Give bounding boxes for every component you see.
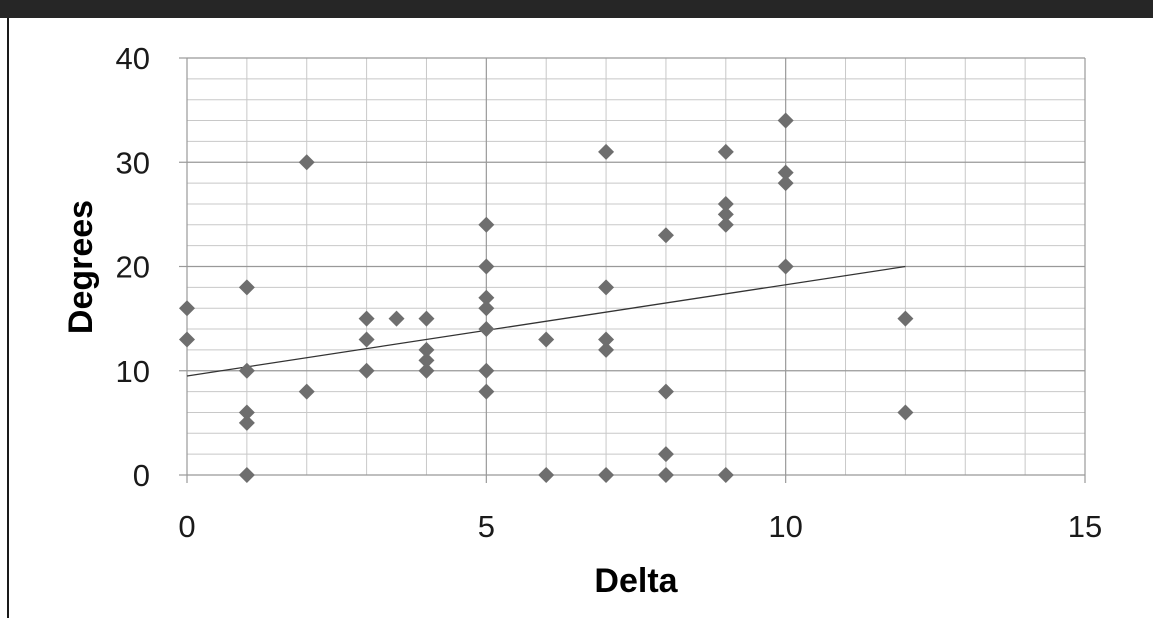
- data-point: [478, 321, 495, 338]
- y-tick-label: 20: [116, 250, 150, 285]
- y-tick-label: 10: [116, 354, 150, 389]
- y-tick-label: 0: [133, 458, 150, 493]
- x-tick-label: 0: [178, 509, 195, 544]
- data-point: [777, 175, 794, 192]
- data-point: [777, 164, 794, 181]
- x-tick-labels: 0 5 10 15: [178, 509, 1102, 544]
- data-point: [238, 279, 255, 296]
- data-point: [388, 310, 405, 327]
- data-point: [897, 404, 914, 421]
- data-point: [717, 206, 734, 223]
- data-point: [238, 467, 255, 483]
- data-point: [418, 341, 435, 358]
- data-point: [238, 362, 255, 379]
- data-point: [598, 341, 615, 358]
- data-point: [298, 154, 315, 171]
- data-point: [478, 362, 495, 379]
- data-point: [478, 216, 495, 233]
- data-point: [478, 383, 495, 400]
- data-point: [538, 331, 555, 348]
- data-point: [598, 143, 615, 160]
- left-border-line: [7, 18, 9, 618]
- data-point: [777, 112, 794, 129]
- data-point: [657, 383, 674, 400]
- data-points: [179, 112, 914, 483]
- data-point: [418, 352, 435, 369]
- x-axis-title: Delta: [594, 562, 678, 600]
- data-point: [657, 467, 674, 483]
- y-axis-title: Degrees: [62, 200, 100, 334]
- data-point: [897, 310, 914, 327]
- data-point: [238, 414, 255, 431]
- data-point: [179, 300, 195, 317]
- major-gridlines: [179, 57, 1086, 483]
- x-tick-label: 15: [1068, 509, 1102, 544]
- data-point: [478, 300, 495, 317]
- data-point: [717, 467, 734, 483]
- data-point: [777, 258, 794, 275]
- data-point: [418, 310, 435, 327]
- data-point: [717, 143, 734, 160]
- data-point: [598, 331, 615, 348]
- data-point: [238, 404, 255, 421]
- data-point: [717, 195, 734, 212]
- data-point: [657, 227, 674, 244]
- x-tick-label: 10: [768, 509, 802, 544]
- data-point: [358, 310, 375, 327]
- data-point: [418, 362, 435, 379]
- y-tick-label: 30: [116, 145, 150, 180]
- data-point: [358, 362, 375, 379]
- data-point: [358, 331, 375, 348]
- data-point: [179, 331, 195, 348]
- top-border-bar: [0, 0, 1153, 18]
- trendline: [186, 265, 906, 377]
- data-point: [298, 383, 315, 400]
- data-point: [538, 467, 555, 483]
- trendline-group: [186, 265, 906, 377]
- data-point: [478, 258, 495, 275]
- y-tick-label: 40: [116, 41, 150, 76]
- data-point: [657, 446, 674, 463]
- data-point: [598, 467, 615, 483]
- data-point: [478, 289, 495, 306]
- x-tick-label: 5: [478, 509, 495, 544]
- data-point: [717, 216, 734, 233]
- data-point: [598, 279, 615, 296]
- y-tick-labels: 0 10 20 30 40: [116, 41, 150, 493]
